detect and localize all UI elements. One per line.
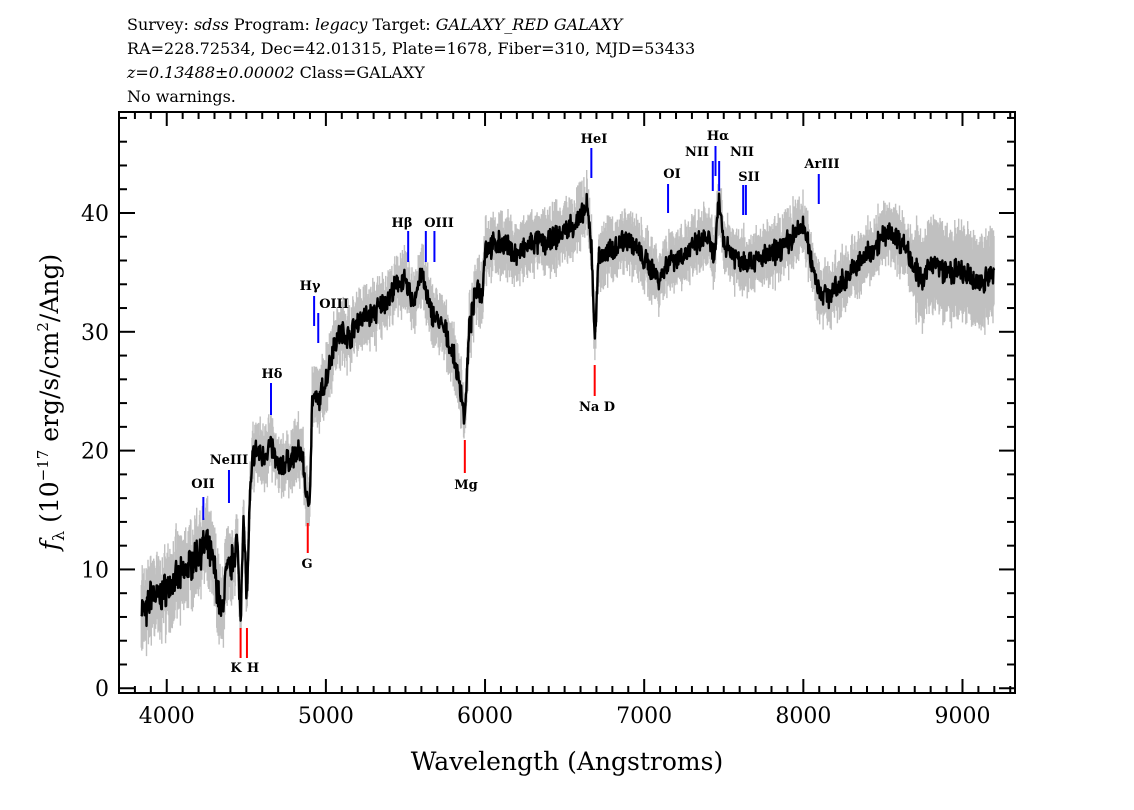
spectral-line-label: HeI <box>581 132 608 147</box>
spectral-line-label: NII <box>685 145 709 160</box>
header-segment: z=0.13488±0.00002 <box>126 63 295 82</box>
spectral-line-label: Na D <box>579 400 615 415</box>
x-tick-label: 9000 <box>934 704 990 729</box>
y-tick-label: 40 <box>81 202 109 227</box>
spectral-line-label: G <box>301 557 312 572</box>
error-band <box>140 170 995 657</box>
header-line-4: No warnings. <box>127 87 236 106</box>
spectral-line-label: Hδ <box>262 367 283 382</box>
spectral-line-label: OIII <box>424 216 454 231</box>
y-axis-label: fλ (10−17 erg/s/cm2/Ang) <box>34 254 68 553</box>
header-segment: Survey: <box>127 15 194 34</box>
spectral-line-label: Hγ <box>300 279 321 294</box>
spectral-line-label: NII <box>730 145 754 160</box>
header-line-2: RA=228.72534, Dec=42.01315, Plate=1678, … <box>127 39 695 58</box>
spectral-line-label: SII <box>738 170 760 185</box>
svg-text:fλ (10−17 erg/s/cm2/Ang): fλ (10−17 erg/s/cm2/Ang) <box>34 254 68 553</box>
y-tick-label: 0 <box>95 677 109 702</box>
x-tick-label: 6000 <box>457 704 513 729</box>
header-segment: GALAXY_RED GALAXY <box>436 15 624 34</box>
spectral-line-label: Hβ <box>392 216 413 231</box>
header: Survey: sdss Program: legacy Target: GAL… <box>126 15 695 106</box>
spectral-line-label: K <box>230 661 242 676</box>
x-tick-label: 8000 <box>775 704 831 729</box>
y-tick-label: 20 <box>81 440 109 465</box>
plot-frame <box>118 111 1016 694</box>
spectral-line-label: OII <box>191 477 215 492</box>
spectral-line-label: Mg <box>454 478 477 493</box>
header-segment: Program: <box>229 15 315 34</box>
spectral-line-label: OIII <box>319 297 349 312</box>
x-tick-label: 4000 <box>139 704 195 729</box>
y-tick-label: 30 <box>81 321 109 346</box>
header-segment: legacy <box>315 15 368 34</box>
spectral-line-label: H <box>247 661 259 676</box>
header-line-1: Survey: sdss Program: legacy Target: GAL… <box>127 15 624 34</box>
x-tick-label: 7000 <box>616 704 672 729</box>
x-axis-label: Wavelength (Angstroms) <box>411 747 723 776</box>
header-segment: Target: <box>367 15 435 34</box>
flux-line <box>140 192 996 628</box>
plot-area: 4000 5000 6000 7000 8000 9000 0 10 20 30 40 OII NeII… <box>81 111 1016 729</box>
spectral-line-label: NeIII <box>210 453 248 468</box>
spectral-line-label: ArIII <box>803 157 839 172</box>
header-segment: sdss <box>194 15 229 34</box>
spectral-line-label: OI <box>663 167 680 182</box>
spectral-line-label: Hα <box>707 129 729 144</box>
x-tick-label: 5000 <box>298 704 354 729</box>
y-tick-label: 10 <box>81 558 109 583</box>
header-segment: Class=GALAXY <box>295 63 426 82</box>
header-line-3: z=0.13488±0.00002 Class=GALAXY <box>126 63 425 82</box>
